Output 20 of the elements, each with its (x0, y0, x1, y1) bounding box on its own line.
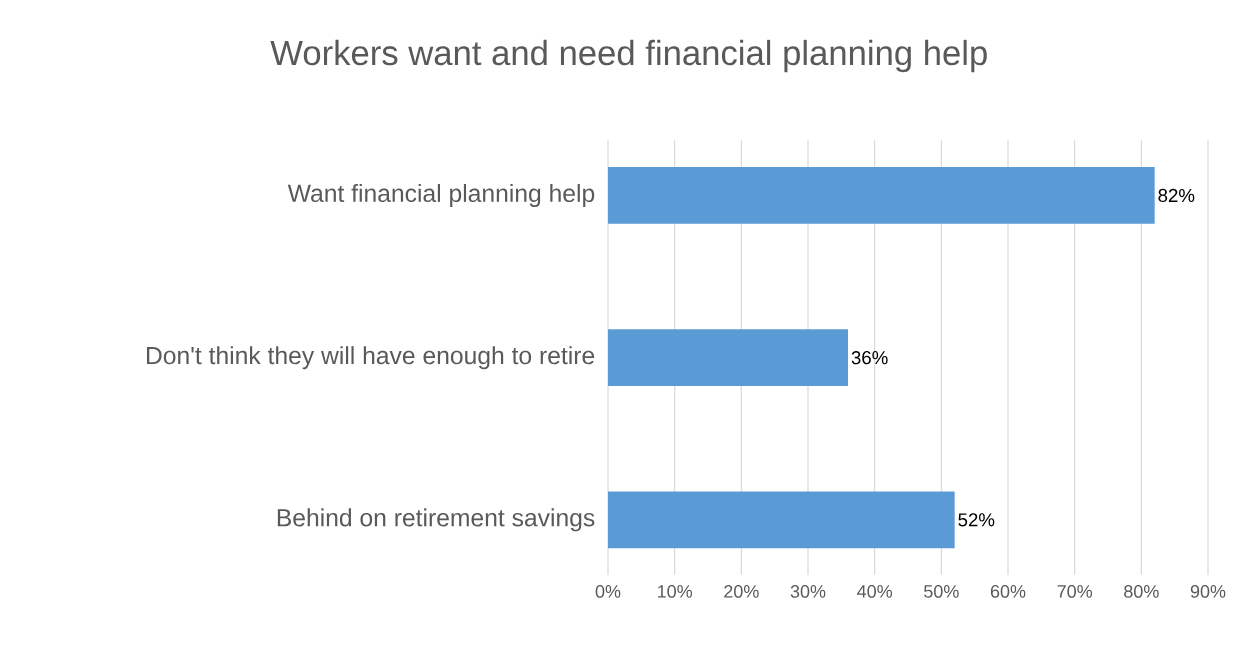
x-tick-label: 50% (924, 585, 959, 598)
x-tick-label: 20% (724, 585, 759, 598)
y-tick-label: Behind on retirement savings (277, 508, 595, 532)
data-label: 52% (958, 513, 995, 527)
x-tick-label: 70% (1057, 585, 1093, 598)
bar (608, 167, 1155, 224)
x-tick-label: 0% (595, 585, 621, 598)
x-tick-label: 40% (857, 585, 893, 598)
x-tick-label: 80% (1124, 585, 1159, 598)
chart-title: Workers want and need financial planning help (270, 39, 987, 73)
y-tick-label: Don't think they will have enough to retire (146, 346, 595, 370)
x-tick-label: 60% (990, 585, 1026, 598)
data-label: 36% (851, 351, 888, 365)
bar (608, 491, 955, 549)
y-tick-label: Want financial planning help (287, 183, 595, 207)
data-label: 82% (1158, 188, 1195, 203)
x-tick-label: 10% (658, 585, 693, 598)
bar (608, 329, 848, 387)
x-tick-label: 30% (790, 585, 826, 598)
x-tick-label: 90% (1190, 585, 1226, 598)
